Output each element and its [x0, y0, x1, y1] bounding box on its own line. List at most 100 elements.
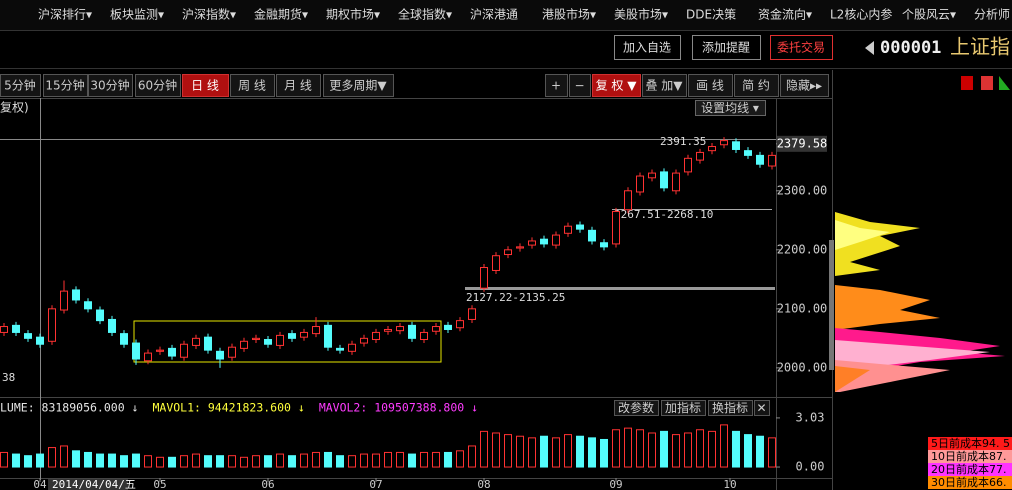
button[interactable]	[688, 74, 733, 97]
icon[interactable]	[961, 76, 973, 90]
button-label[interactable]: 更多周期▼	[329, 79, 387, 93]
button[interactable]	[545, 74, 568, 97]
y-tick-label: 0.00	[796, 460, 825, 474]
menu-item[interactable]: 个股风云▾	[902, 8, 956, 22]
button-label[interactable]: 月 线	[284, 79, 312, 93]
button-label[interactable]: 画 线	[696, 79, 724, 93]
menu-item[interactable]: 分析师	[974, 8, 1010, 22]
button[interactable]	[614, 35, 681, 60]
volume-bar	[72, 450, 80, 468]
candle-body	[396, 326, 404, 332]
button-label[interactable]: 5分钟	[4, 78, 36, 93]
button-label[interactable]: 隐藏▸▸	[786, 79, 822, 93]
button-label[interactable]: 15分钟	[45, 78, 84, 93]
button-label[interactable]: 日 线	[191, 79, 219, 93]
button[interactable]	[661, 400, 706, 416]
chip-legend-box	[928, 437, 1012, 450]
menu-item[interactable]: L2核心内参	[830, 7, 892, 22]
button-label[interactable]: 添加提醒	[702, 40, 750, 55]
candle-body	[624, 190, 632, 211]
button[interactable]	[754, 400, 770, 416]
button-label[interactable]: 加指标	[665, 400, 701, 415]
candle-body	[492, 255, 500, 271]
button[interactable]	[182, 74, 229, 97]
volume-bar	[372, 453, 380, 468]
button-label[interactable]: −	[574, 79, 584, 93]
chip-shape	[835, 285, 940, 330]
button[interactable]	[0, 74, 41, 97]
menu-item[interactable]: 期权市场▾	[326, 7, 380, 22]
menu-item[interactable]: 金融期货▾	[254, 7, 308, 22]
button[interactable]	[230, 74, 275, 97]
prev-arrow[interactable]	[865, 41, 874, 55]
volume-bar	[588, 437, 596, 468]
menu-item[interactable]: 沪深港通	[470, 8, 518, 22]
button-label[interactable]: 加入自选	[623, 41, 671, 55]
icon[interactable]	[999, 76, 1010, 90]
annotation: 38	[2, 371, 15, 384]
button[interactable]	[135, 74, 181, 97]
button[interactable]	[770, 35, 833, 60]
button[interactable]	[276, 74, 321, 97]
candle-body	[648, 172, 656, 179]
candle-body	[12, 324, 20, 333]
candle-body	[96, 309, 104, 322]
button[interactable]	[780, 74, 829, 97]
button[interactable]	[695, 100, 766, 116]
chip-shape	[835, 366, 870, 392]
button[interactable]	[43, 74, 88, 97]
button[interactable]	[569, 74, 591, 97]
button[interactable]	[708, 400, 753, 416]
menu-item[interactable]: 资金流向▾	[758, 7, 812, 22]
candle-body	[288, 333, 296, 339]
candle-body	[180, 343, 188, 358]
volume-bar	[36, 453, 44, 468]
annotation: 2391.35	[660, 135, 706, 148]
button-label[interactable]: 换指标	[712, 400, 748, 415]
button-label[interactable]: 60分钟	[138, 78, 177, 93]
button-label[interactable]: 委托交易	[777, 40, 825, 55]
candle-body	[372, 331, 380, 341]
scrollbar[interactable]	[829, 240, 834, 370]
menu-item[interactable]: 港股市场▾	[542, 7, 596, 22]
menu-item[interactable]: 美股市场▾	[614, 7, 668, 22]
volume-bar	[756, 435, 764, 468]
chart-subtitle: 复权)	[0, 101, 29, 115]
menu-item[interactable]: 全球指数▾	[398, 7, 452, 22]
y-tick-label: 2200.00	[777, 242, 828, 256]
menu-item[interactable]: 板块监测▾	[110, 8, 164, 22]
menu-item[interactable]: 沪深排行▾	[38, 8, 92, 22]
volume-bar	[732, 430, 740, 468]
legend-item: MAVOL1: 94421823.600 ↓	[152, 401, 304, 415]
button[interactable]	[88, 74, 133, 97]
menu-item[interactable]: DDE决策	[686, 8, 736, 22]
chip-legend-box	[928, 450, 1012, 463]
volume-bar	[648, 432, 656, 468]
button-label[interactable]: 简 约	[742, 78, 770, 93]
candle-body	[60, 290, 68, 311]
button[interactable]	[642, 74, 687, 97]
y-tick-label: 3.03	[796, 410, 825, 424]
menu-bar	[0, 0, 1012, 30]
button-label[interactable]: 30分钟	[90, 78, 129, 93]
button-label[interactable]: 改参数	[618, 400, 654, 415]
button-label[interactable]: +	[551, 79, 561, 93]
button-label[interactable]: 叠 加▼	[645, 79, 683, 93]
button[interactable]	[323, 74, 394, 97]
button[interactable]	[614, 400, 659, 416]
icon[interactable]	[981, 76, 993, 90]
button[interactable]	[734, 74, 779, 97]
button-label[interactable]: ✕	[756, 401, 766, 415]
candle-body	[732, 141, 740, 150]
button[interactable]	[692, 35, 761, 60]
button-label[interactable]: 复 权 ▼	[596, 79, 638, 93]
chip-legend-label: 30日前成本66.	[931, 475, 1007, 489]
volume-bar	[420, 451, 428, 468]
button-label[interactable]: 周 线	[238, 79, 266, 93]
candle-body	[456, 320, 464, 329]
button[interactable]	[592, 74, 641, 97]
button-label[interactable]: 设置均线 ▾	[701, 101, 759, 115]
candle-body	[48, 308, 56, 342]
menu-item[interactable]: 沪深指数▾	[182, 7, 236, 22]
